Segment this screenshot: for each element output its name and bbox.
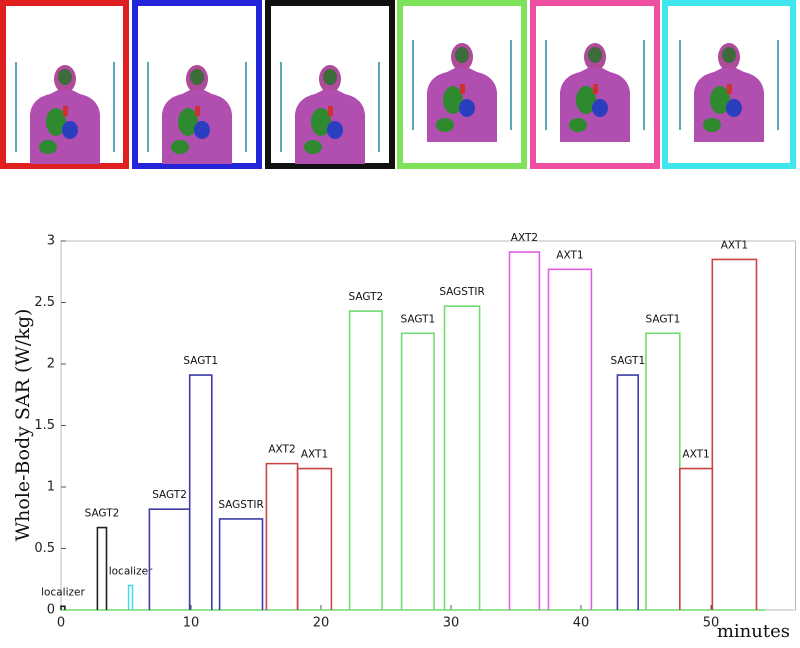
y-tick-label: 0.5 [34, 541, 55, 556]
sar-pulse [148, 508, 191, 610]
sar-pulse [188, 374, 213, 610]
pulse-label: AXT2 [268, 444, 295, 456]
pulse-label: AXT1 [301, 449, 328, 461]
y-axis-label: Whole-Body SAR (W/kg) [12, 309, 34, 542]
sar-pulse [645, 332, 681, 610]
x-tick-label: 10 [183, 616, 200, 631]
sar-pulse [218, 518, 264, 610]
pulse-label: AXT1 [682, 449, 709, 461]
sar-pulse [96, 526, 108, 610]
sar-pulse [265, 462, 299, 610]
pulse-label: SAGSTIR [439, 286, 484, 298]
x-axis-label: minutes [717, 621, 790, 642]
pulse-label: localizer [41, 586, 85, 598]
sar-pulse [60, 605, 66, 610]
pulse-label: SAGT1 [400, 313, 435, 325]
sar-pulse [679, 467, 714, 610]
pulse-label: SAGT1 [610, 355, 645, 367]
x-tick-label: 50 [703, 616, 720, 631]
pulse-label: SAGT2 [348, 291, 383, 303]
sar-pulse [348, 310, 383, 610]
y-tick-label: 0 [47, 603, 55, 618]
y-tick-label: 3 [47, 234, 55, 249]
pulse-label: localizer [109, 565, 153, 577]
y-tick-label: 2 [47, 357, 55, 372]
pulse-label: SAGT1 [183, 355, 218, 367]
model-images [0, 0, 796, 169]
plot-frame [60, 240, 796, 611]
y-tick-label: 1 [47, 480, 55, 495]
sar-pulse [400, 332, 435, 610]
pulse-label: AXT1 [556, 249, 583, 261]
sar-pulse [296, 467, 333, 610]
sar-pulse [443, 305, 481, 610]
sar-pulse [711, 258, 758, 610]
y-tick-label: 1.5 [34, 418, 55, 433]
sar-pulse [127, 584, 134, 610]
pulse-label: SAGT2 [152, 489, 187, 501]
x-tick-label: 30 [443, 616, 460, 631]
sar-pulse [547, 268, 593, 610]
pulse-label: AXT1 [721, 239, 748, 251]
pulse-label: SAGT1 [646, 313, 681, 325]
pulse-label: SAGSTIR [218, 499, 263, 511]
sar-pulse [616, 374, 639, 610]
sar-pulse [508, 251, 541, 610]
pulse-label: AXT2 [511, 232, 538, 244]
x-tick-label: 0 [57, 616, 65, 631]
x-tick-label: 20 [313, 616, 330, 631]
y-tick-label: 2.5 [34, 295, 55, 310]
x-tick-label: 40 [573, 616, 590, 631]
pulse-label: SAGT2 [85, 508, 120, 520]
